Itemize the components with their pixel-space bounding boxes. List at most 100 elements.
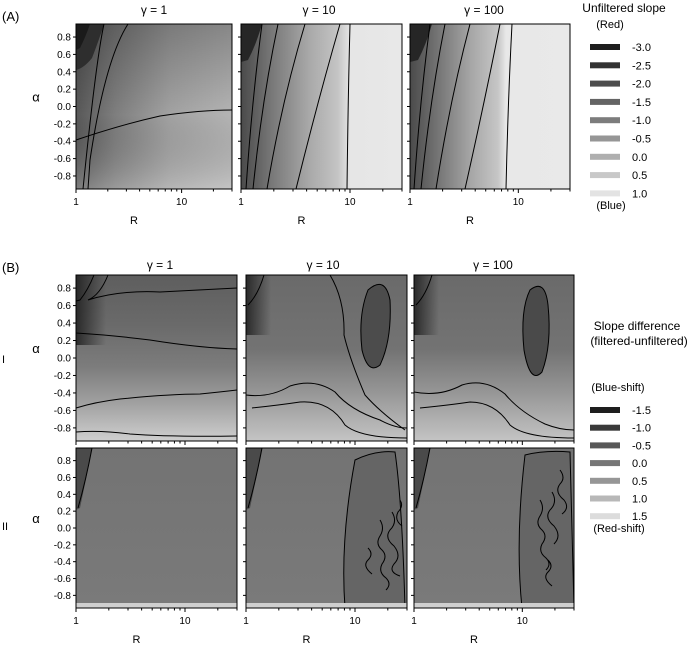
heatmap-a-gamma-1 (75, 23, 233, 190)
x-tick-label: 10 (344, 197, 356, 208)
y-tick-label: -0.6 (54, 574, 72, 585)
panel-label-a: (A) (2, 9, 19, 24)
y-tick-label: -0.6 (54, 406, 72, 417)
heatmap-a-gamma-10 (241, 23, 402, 190)
heatmap-b2-gamma-1 (76, 447, 237, 608)
legend-swatch (590, 117, 620, 124)
row-label-ii: II (2, 521, 8, 533)
row-label-i: I (2, 354, 5, 366)
y-tick-label: 0.8 (57, 456, 71, 467)
heatmap-b2-gamma-10 (246, 447, 407, 609)
legend-swatch (590, 80, 620, 87)
heatmap-b2-gamma-100 (414, 447, 575, 609)
y-tick-label: -0.8 (54, 171, 72, 182)
y-axis-label: α (32, 341, 40, 356)
y-tick-label: 0.0 (57, 524, 71, 535)
x-tick-label: 1 (238, 197, 244, 208)
x-tick-label: 10 (349, 616, 361, 627)
legend-label: 1.0 (632, 188, 647, 200)
y-tick-label: 0.4 (57, 490, 71, 501)
axis-group: 1 10 R (411, 447, 575, 646)
x-axis-label: R (130, 215, 138, 227)
x-axis-label: R (298, 215, 306, 227)
legend-swatch (590, 513, 620, 520)
column-title-gamma-1-b: γ = 1 (147, 258, 174, 272)
x-axis-label: R (303, 634, 311, 646)
y-tick-label: -0.2 (54, 119, 72, 130)
heatmap-b1-gamma-1 (75, 274, 238, 441)
x-tick-label: 1 (411, 616, 417, 627)
y-tick-label: 0.0 (57, 354, 71, 365)
column-title-gamma-100-b: γ = 100 (473, 258, 513, 272)
x-axis-label: R (470, 634, 478, 646)
legend-label: -0.5 (632, 134, 651, 146)
x-tick-label: 1 (407, 197, 413, 208)
y-tick-label: -0.4 (54, 137, 72, 148)
y-tick-label: 0.2 (57, 507, 71, 518)
legend-a-top-note: (Red) (596, 19, 624, 31)
heatmap-b1-gamma-10 (245, 274, 408, 441)
x-tick-label: 10 (517, 616, 529, 627)
x-tick-label: 10 (179, 616, 191, 627)
x-tick-label: 10 (176, 197, 188, 208)
legend-label: 0.5 (632, 170, 647, 182)
axis-group: 1 10 R (243, 447, 408, 646)
legend-label: 1.5 (632, 511, 647, 523)
axis-group: 0.8 0.6 0.4 0.2 0.0 -0.2 -0.4 -0.6 -0.8 α (32, 274, 238, 445)
legend-swatch (590, 135, 620, 142)
x-tick-label: 1 (73, 616, 79, 627)
x-axis-label: R (466, 215, 474, 227)
y-tick-label: 0.8 (57, 33, 71, 44)
legend-label: -3.0 (632, 42, 651, 54)
y-tick-label: 0.4 (57, 67, 71, 78)
legend-label: 0.0 (632, 458, 647, 470)
legend-label: 1.0 (632, 494, 647, 506)
legend-label: 0.5 (632, 476, 647, 488)
legend-label: -2.5 (632, 60, 651, 72)
y-tick-label: 0.0 (57, 102, 71, 113)
legend-swatch (590, 460, 620, 467)
legend-label: -0.5 (632, 440, 651, 452)
axis-group: 0.8 0.6 0.4 0.2 0.0 -0.2 -0.4 -0.6 -0.8 1 10 Rα (32, 447, 238, 646)
column-title-gamma-10-b: γ = 10 (306, 258, 339, 272)
y-tick-label: 0.6 (57, 50, 71, 61)
legend-swatch (590, 495, 620, 502)
legend-a-title: Unfiltered slope (582, 1, 666, 15)
x-tick-label: 10 (513, 197, 525, 208)
y-tick-label: -0.4 (54, 388, 72, 399)
heatmap-b1-gamma-100 (413, 274, 575, 441)
legend-b-subtitle: (filtered-unfiltered) (590, 334, 687, 348)
legend-a-bottom-note: (Blue) (596, 200, 625, 212)
y-tick-label: 0.2 (57, 336, 71, 347)
legend-swatch (590, 98, 620, 105)
axis-group: 1 10 R (238, 23, 403, 227)
y-tick-label: -0.6 (54, 154, 72, 165)
legend-swatch (590, 172, 620, 179)
legend-label: -1.0 (632, 115, 651, 127)
legend-unfiltered-slope: -3.0 -2.5 -2.0 -1.5 -1.0 -0.5 0.0 0.5 1.0 (590, 42, 651, 200)
legend-label: 0.0 (632, 152, 647, 164)
legend-b-title: Slope difference (594, 319, 681, 333)
y-axis-label: α (32, 90, 40, 105)
y-tick-label: -0.2 (54, 371, 72, 382)
legend-swatch (590, 407, 620, 413)
y-axis-label: α (32, 511, 40, 526)
y-tick-label: 0.4 (57, 319, 71, 330)
legend-b-bottom-note: (Red-shift) (593, 523, 644, 535)
y-tick-label: -0.8 (54, 423, 72, 434)
legend-label: -2.0 (632, 79, 651, 91)
legend-swatch (590, 44, 620, 50)
legend-swatch (590, 442, 620, 449)
column-title-gamma-100-a: γ = 100 (464, 3, 504, 17)
legend-slope-difference: -1.5 -1.0 -0.5 0.0 0.5 1.0 1.5 (590, 405, 651, 523)
legend-label: -1.5 (632, 405, 651, 417)
heatmap-a-gamma-100 (410, 23, 570, 190)
y-tick-label: -0.8 (54, 591, 72, 602)
x-tick-label: 1 (243, 616, 249, 627)
column-title-gamma-10-a: γ = 10 (302, 3, 335, 17)
y-tick-label: -0.2 (54, 540, 72, 551)
legend-swatch (590, 424, 620, 431)
axis-group: 0.8 0.6 0.4 0.2 0.0 -0.2 -0.4 -0.6 -0.8 1 10 Rα (32, 23, 233, 227)
legend-swatch (590, 62, 620, 69)
